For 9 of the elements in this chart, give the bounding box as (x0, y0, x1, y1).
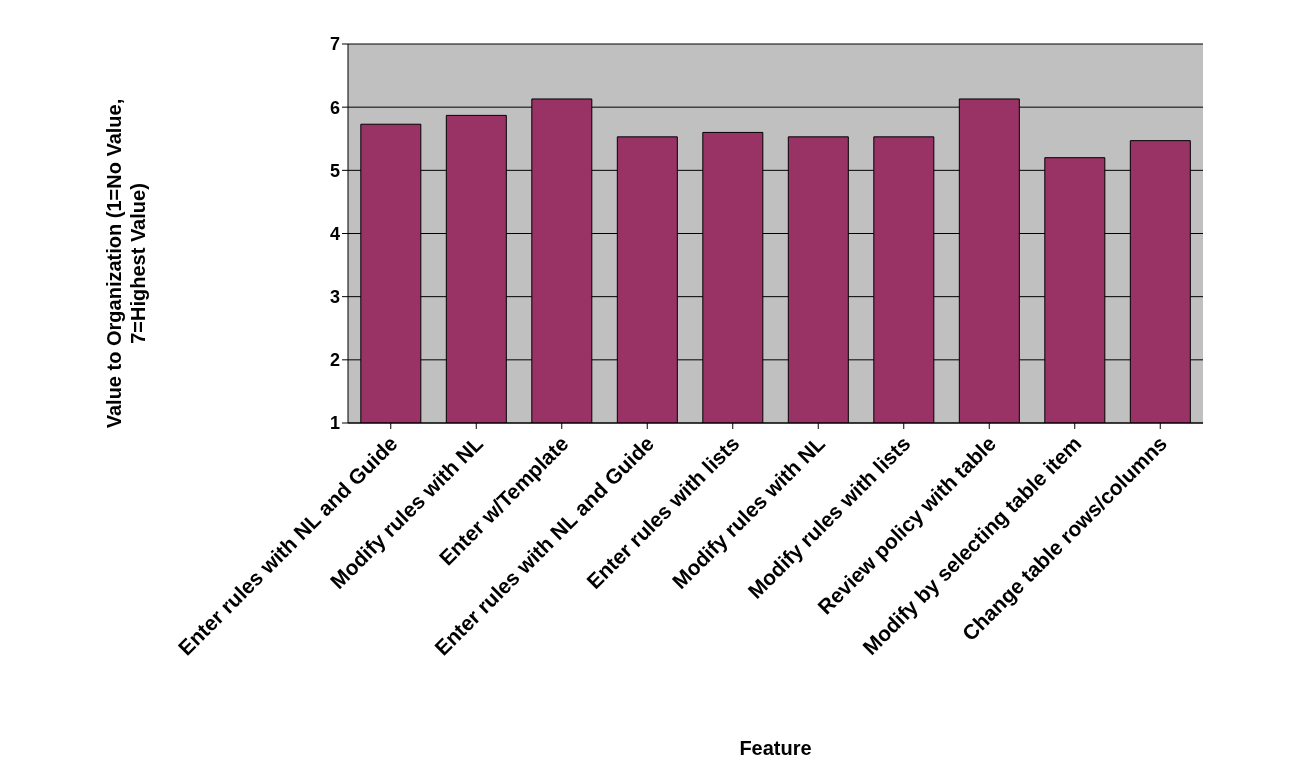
x-axis-title: Feature (739, 737, 812, 759)
y-tick-label: 5 (329, 160, 340, 181)
y-tick-label: 7 (329, 34, 340, 55)
y-tick-label: 6 (329, 97, 340, 118)
y-axis-title: Value to Organization (1=No Value, 7=Highest Value) (103, 98, 149, 429)
y-tick-label: 2 (329, 350, 340, 371)
y-tick-label: 4 (329, 223, 340, 244)
y-tick-label: 1 (329, 413, 340, 434)
y-tick-label: 3 (329, 287, 340, 308)
